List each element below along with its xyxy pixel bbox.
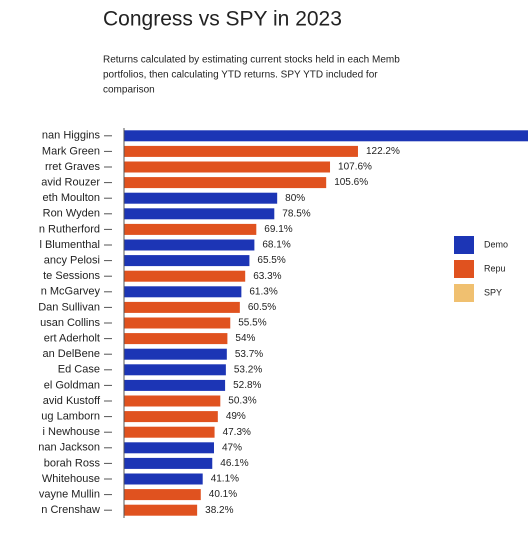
y-tick-label: n Crenshaw — [41, 504, 100, 516]
y-tick-label: ug Lamborn — [41, 411, 100, 423]
bar — [124, 442, 214, 454]
bar — [124, 130, 528, 142]
y-tick-label: an DelBene — [43, 348, 101, 360]
y-tick-label: vayne Mullin — [39, 489, 100, 501]
bar — [124, 504, 198, 516]
value-label: 78.5% — [282, 208, 310, 219]
value-label: 47.3% — [223, 427, 251, 438]
value-label: 61.3% — [249, 286, 277, 297]
y-tick-label: l Blumenthal — [39, 239, 100, 251]
bar — [124, 286, 242, 298]
value-label: 53.7% — [235, 349, 263, 360]
y-tick-label: Ed Case — [58, 364, 100, 376]
legend-label: Repu — [484, 263, 506, 273]
bar — [124, 161, 331, 173]
chart-title: Congress vs SPY in 2023 — [103, 8, 342, 31]
value-label: 69.1% — [264, 224, 292, 235]
bar — [124, 317, 231, 329]
plot-area — [124, 130, 528, 516]
bar — [124, 457, 213, 469]
legend-label: Demo — [484, 239, 508, 249]
bar — [124, 223, 257, 235]
bar — [124, 473, 203, 485]
y-tick-label: n Rutherford — [39, 223, 100, 235]
bar — [124, 333, 228, 345]
bar — [124, 348, 227, 360]
bar — [124, 379, 226, 391]
bar — [124, 411, 218, 423]
y-tick-label: borah Ross — [44, 457, 101, 469]
bar — [124, 145, 358, 157]
y-tick-label: el Goldman — [44, 379, 100, 391]
value-label: 49% — [226, 411, 246, 422]
y-tick-label: n McGarvey — [41, 286, 101, 298]
y-tick-label: ancy Pelosi — [44, 255, 100, 267]
subtitle: comparison — [103, 85, 155, 96]
legend-swatch — [454, 284, 474, 302]
y-tick-label: avid Rouzer — [41, 177, 100, 189]
value-label: 68.1% — [262, 240, 290, 251]
bar — [124, 489, 201, 501]
bar — [124, 177, 327, 189]
value-label: 38.2% — [205, 505, 233, 516]
bar — [124, 364, 226, 376]
value-label: 65.5% — [257, 255, 285, 266]
subtitle: portfolios, then calculating YTD returns… — [103, 70, 378, 81]
y-tick-label: Mark Green — [42, 145, 100, 157]
bar — [124, 395, 221, 407]
value-label: 105.6% — [334, 177, 368, 188]
y-tick-label: eth Moulton — [43, 192, 100, 204]
y-tick-label: ert Aderholt — [44, 333, 100, 345]
value-label: 60.5% — [248, 302, 276, 313]
bar — [124, 239, 255, 251]
y-tick-label: nan Jackson — [38, 442, 100, 454]
value-label: 55.5% — [238, 318, 266, 329]
legend-label: SPY — [484, 287, 502, 297]
y-tick-label: Whitehouse — [42, 473, 100, 485]
legend-swatch — [454, 260, 474, 278]
y-tick-label: nan Higgins — [42, 130, 101, 142]
value-label: 122.2% — [366, 146, 400, 157]
y-tick-label: Dan Sullivan — [38, 301, 100, 313]
subtitle: Returns calculated by estimating current… — [103, 55, 400, 66]
legend-swatch — [454, 236, 474, 254]
value-label: 40.1% — [209, 489, 237, 500]
value-label: 50.3% — [228, 396, 256, 407]
value-label: 80% — [285, 193, 305, 204]
value-label: 54% — [235, 333, 255, 344]
bar — [124, 255, 250, 267]
bar — [124, 192, 278, 204]
value-label: 46.1% — [220, 458, 248, 469]
y-tick-label: avid Kustoff — [43, 395, 101, 407]
bar — [124, 301, 240, 313]
y-tick-label: usan Collins — [40, 317, 100, 329]
value-label: 53.2% — [234, 364, 262, 375]
bar — [124, 208, 275, 220]
bar — [124, 270, 246, 282]
value-label: 63.3% — [253, 271, 281, 282]
bar — [124, 426, 215, 438]
value-label: 47% — [222, 442, 242, 453]
y-tick-label: te Sessions — [43, 270, 100, 282]
value-label: 107.6% — [338, 162, 372, 173]
y-tick-label: Ron Wyden — [43, 208, 100, 220]
y-tick-label: rret Graves — [45, 161, 101, 173]
y-tick-label: i Newhouse — [43, 426, 100, 438]
value-label: 52.8% — [233, 380, 261, 391]
value-label: 41.1% — [211, 474, 239, 485]
